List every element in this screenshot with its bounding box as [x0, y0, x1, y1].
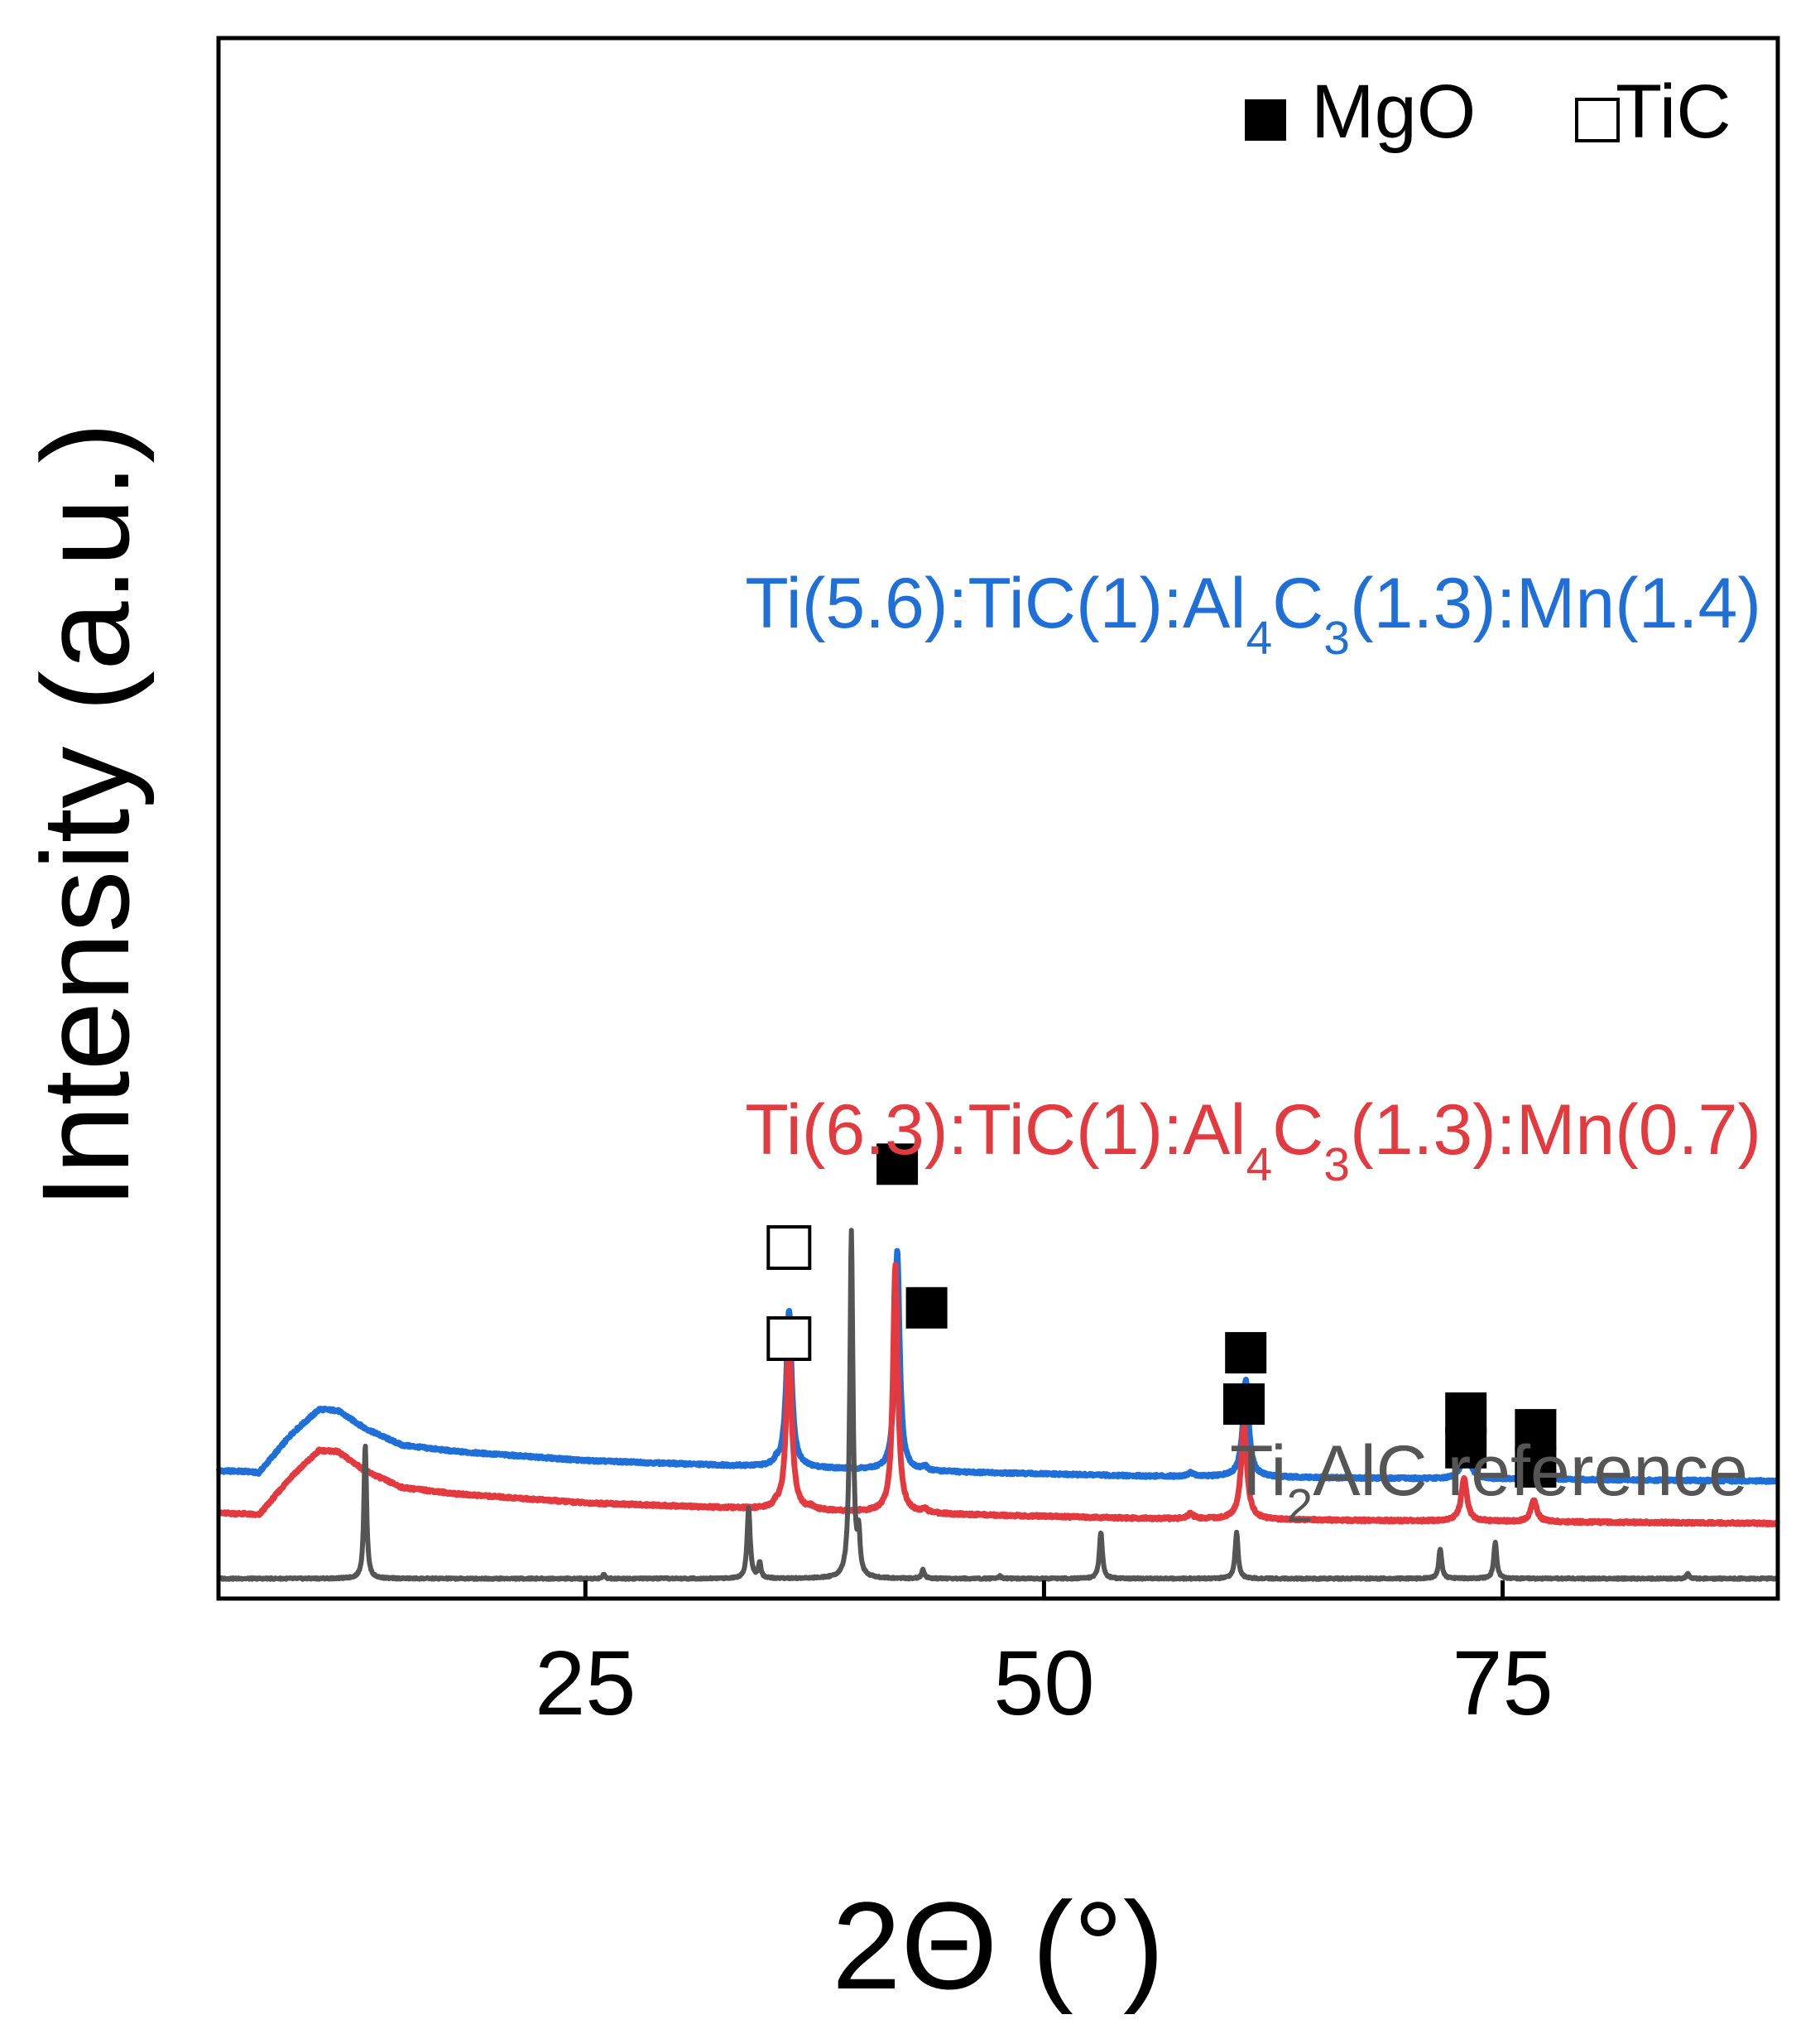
peak-marker-layer: [766, 1143, 1557, 1488]
series-label-subscript: 3: [1323, 1138, 1350, 1191]
tic-peak-marker-6: [766, 1316, 812, 1361]
legend: MgO TiC: [1245, 70, 1731, 154]
series-label-text: Ti: [1230, 1431, 1286, 1511]
series-labels: Ti(5.6):TiC(1):Al4C3(1.3):Mn(1.4)Ti(6.3)…: [745, 564, 1761, 1532]
x-tick-label-1: 25: [535, 1632, 636, 1734]
tic-peak-marker-1: [766, 1225, 812, 1270]
tic-legend-label: TiC: [1616, 70, 1731, 154]
x-tick-label-2: 50: [993, 1632, 1094, 1734]
mgo-peak-marker-2: [876, 1143, 919, 1185]
series-label-text: C: [1272, 564, 1323, 643]
series-label-text: (1.3):Mn(0.7): [1350, 1090, 1761, 1170]
series-label-1: Ti(5.6):TiC(1):Al4C3(1.3):Mn(1.4): [745, 564, 1761, 665]
series-label-3: Ti2AlC reference: [1230, 1431, 1748, 1532]
series-label-subscript: 4: [1246, 1138, 1272, 1191]
tic-legend-marker: [1575, 98, 1620, 142]
y-axis-label: Intensity (a.u.): [16, 422, 155, 1209]
series-label-text: C: [1272, 1090, 1323, 1170]
series-label-subscript: 2: [1287, 1479, 1313, 1532]
mgo-peak-marker-8: [1223, 1383, 1265, 1426]
series-label-text: (1.3):Mn(1.4): [1350, 564, 1761, 643]
mgo-peak-marker-7: [905, 1286, 948, 1329]
x-tick-label-3: 75: [1452, 1632, 1553, 1734]
series-label-text: Ti(6.3):TiC(1):Al: [745, 1090, 1246, 1170]
plot-frame: [216, 36, 1780, 1601]
mgo-peak-marker-3: [1225, 1332, 1267, 1374]
series-label-text: AlC reference: [1313, 1431, 1748, 1511]
mgo-legend-label: MgO: [1311, 70, 1476, 154]
mgo-peak-marker-10: [1515, 1446, 1557, 1488]
x-axis-label: 2Θ (°): [832, 1876, 1165, 2015]
mgo-legend-marker: [1245, 99, 1286, 141]
series-label-subscript: 3: [1323, 612, 1350, 665]
series-line-3: [216, 1228, 1780, 1582]
mgo-peak-marker-9: [1445, 1426, 1487, 1469]
x-axis-ticks: 25 50 75: [535, 1580, 1553, 1734]
mgo-peak-marker-5: [1515, 1409, 1557, 1451]
mgo-peak-marker-4: [1445, 1392, 1487, 1434]
series-label-text: Ti(5.6):TiC(1):Al: [745, 564, 1246, 643]
series-line-2: [216, 1262, 1780, 1527]
series-label-2: Ti(6.3):TiC(1):Al4C3(1.3):Mn(0.7): [745, 1090, 1761, 1191]
series-label-subscript: 4: [1246, 612, 1272, 665]
